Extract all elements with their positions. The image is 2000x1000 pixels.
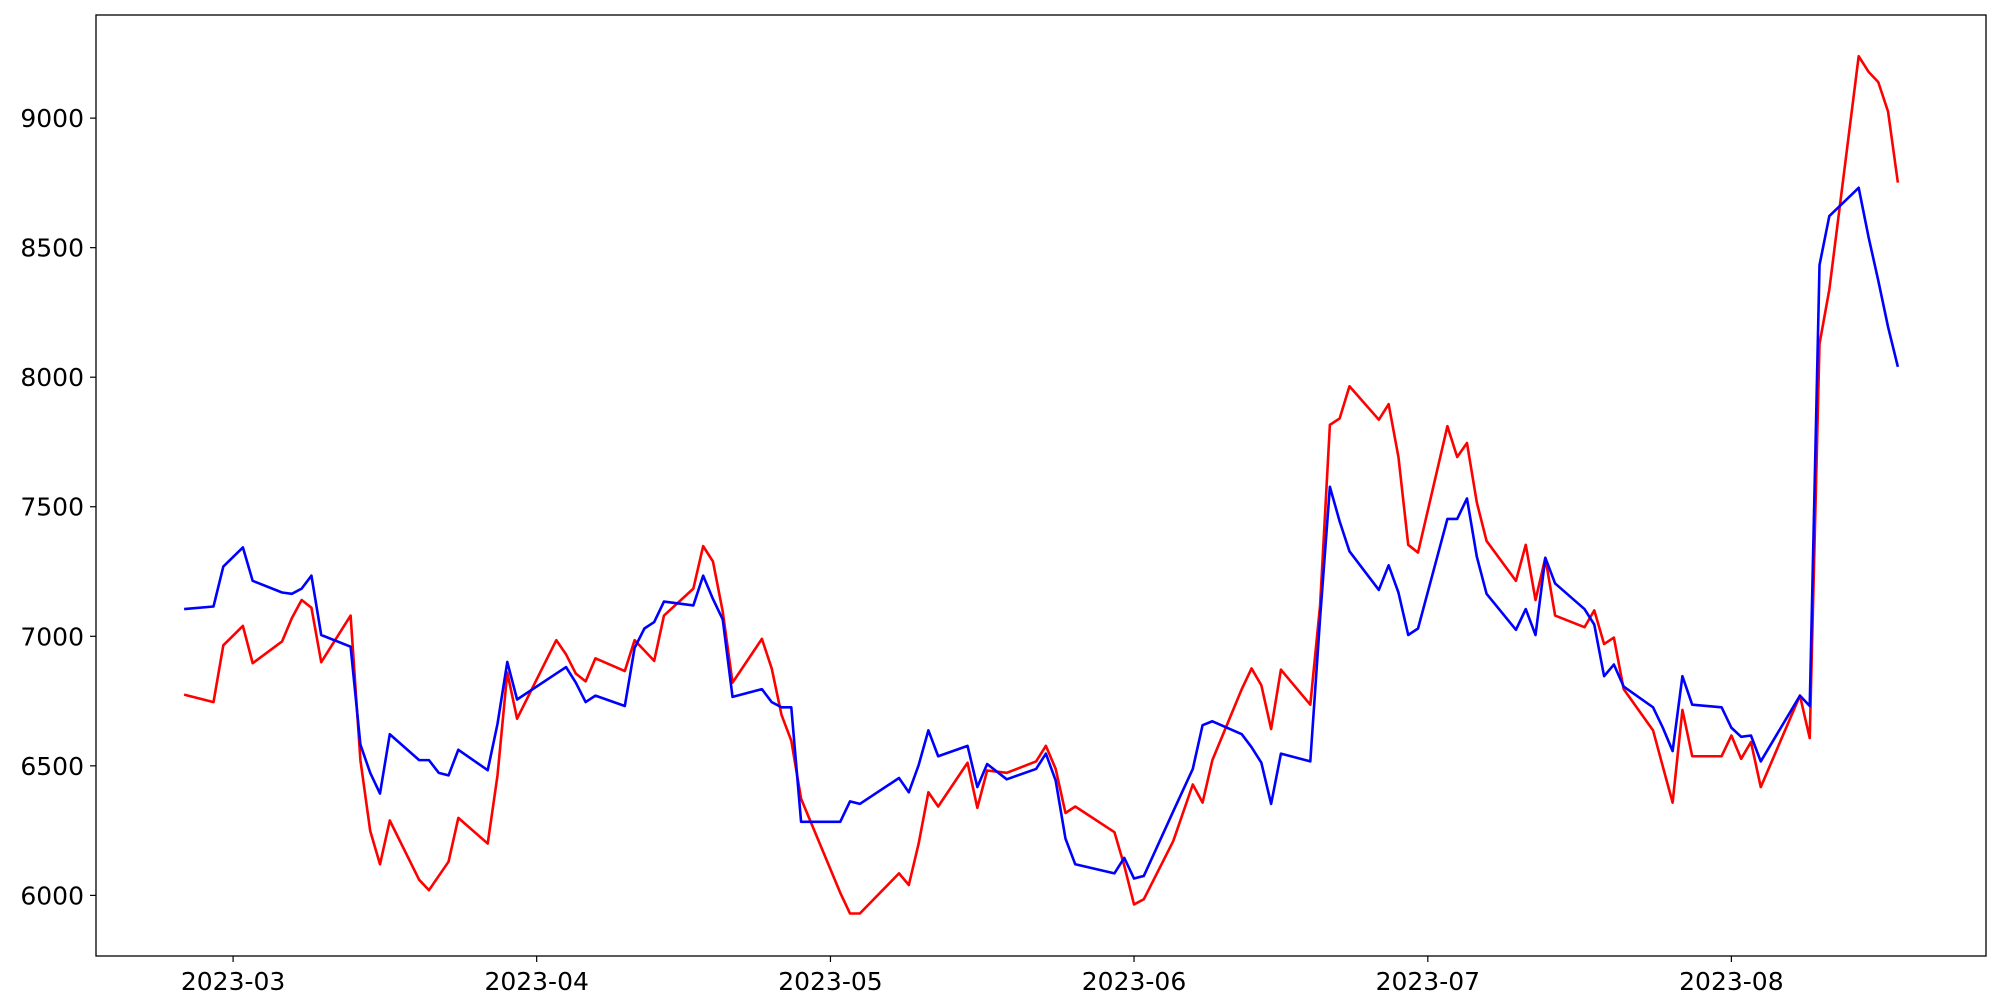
plot-frame xyxy=(95,14,1987,957)
x-tick-label: 2023-05 xyxy=(778,967,882,996)
x-tick-label: 2023-07 xyxy=(1376,967,1480,996)
x-tick-label: 2023-04 xyxy=(484,967,588,996)
series-line xyxy=(183,54,1900,915)
x-tick-label: 2023-06 xyxy=(1082,967,1186,996)
x-tick-label: 2023-08 xyxy=(1679,967,1783,996)
series-line xyxy=(184,186,1900,880)
y-tick-label: 7000 xyxy=(20,622,84,651)
y-tick-label: 8500 xyxy=(20,234,84,263)
y-tick-label: 7500 xyxy=(20,493,84,522)
y-tick-label: 9000 xyxy=(20,104,84,133)
x-tick-label: 2023-03 xyxy=(181,967,285,996)
y-tick-label: 6000 xyxy=(20,881,84,910)
y-tick-label: 8000 xyxy=(20,363,84,392)
y-tick-label: 6500 xyxy=(20,752,84,781)
